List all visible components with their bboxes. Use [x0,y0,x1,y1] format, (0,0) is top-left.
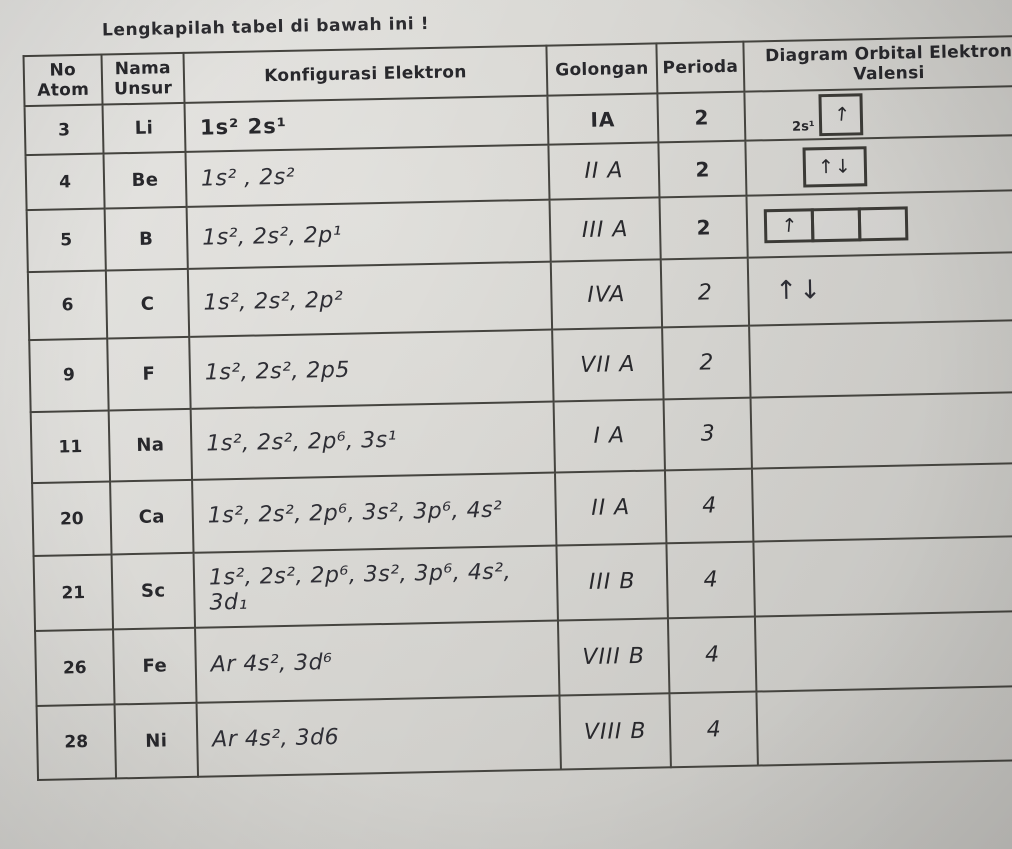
orbital-box [810,207,862,243]
cell-diagram: 2s¹ ↑ [744,85,1012,141]
orbital-box: ↑ [818,92,864,136]
cell-konfigurasi: Ar 4s², 3d⁶ [195,620,560,703]
cell-perioda: 4 [667,616,757,694]
cell-nama-unsur: Ca [110,479,194,555]
cell-perioda: 2 [662,325,751,400]
header-diagram-orbital: Diagram Orbital Elektron Valensi [743,35,1012,92]
konfigurasi-text: 1s², 2s², 2p5 [204,357,351,386]
cell-golongan: I A [553,399,665,473]
cell-golongan: VIII B [559,693,671,770]
cell-no-atom: 20 [32,481,112,557]
orbital-label: 2s¹ [791,118,815,135]
header-nama-unsur: Nama Unsur [101,52,185,105]
orbital-box: ↑ [763,208,815,244]
konfigurasi-text: 1s² 2s¹ [199,113,288,140]
cell-konfigurasi: 1s², 2s², 2p¹ [186,199,551,269]
cell-konfigurasi: Ar 4s², 3d6 [196,695,561,777]
cell-diagram [749,319,1012,398]
konfigurasi-text: 1s² , 2s² [200,164,296,192]
up-arrow-icon: ↑ [780,214,798,238]
cell-golongan: VIII B [557,618,670,696]
konfigurasi-text: 1s², 2s², 2p⁶, 3s², 3p⁶, 4s², 3d₁ [208,558,512,616]
cell-diagram: ↑↓ [745,134,1012,196]
cell-no-atom: 3 [24,104,104,156]
cell-golongan: IVA [550,259,663,330]
orbital-box [857,206,909,242]
cell-no-atom: 9 [29,338,109,413]
cell-perioda: 2 [657,91,746,143]
cell-nama-unsur: B [104,206,188,271]
cell-nama-unsur: Be [103,151,187,209]
up-down-arrow-icon: ↑↓ [775,275,824,307]
cell-diagram [753,535,1012,617]
cell-golongan: II A [554,470,667,546]
cell-no-atom: 26 [35,629,115,707]
header-no-atom-line1: No [49,59,77,81]
header-nama-line1: Nama [114,57,172,79]
header-nama-line2: Unsur [113,78,173,100]
cell-diagram [754,610,1012,692]
cell-golongan: III A [549,197,661,262]
cell-konfigurasi: 1s² , 2s² [185,144,550,207]
cell-diagram: ↑ [746,189,1012,258]
cell-diagram [751,462,1012,542]
konfigurasi-text: 1s², 2s², 2p² [203,287,344,316]
cell-perioda: 2 [660,257,750,328]
cell-no-atom: 6 [27,270,108,341]
worksheet-table: No Atom Nama Unsur Konfigurasi Elektron … [23,35,1012,781]
orbital-box: ↑↓ [802,145,868,188]
konfigurasi-text: Ar 4s², 3d⁶ [210,650,333,678]
cell-perioda: 2 [658,140,747,198]
worksheet-title: Lengkapilah tabel di bawah ini ! [101,13,430,41]
cell-nama-unsur: F [107,336,191,411]
cell-diagram [750,391,1012,469]
cell-perioda: 4 [666,541,755,619]
header-konfigurasi-elektron: Konfigurasi Elektron [183,45,548,103]
cell-konfigurasi: 1s², 2s², 2p⁶, 3s², 3p⁶, 4s², 3d₁ [193,545,558,628]
header-golongan: Golongan [546,43,658,96]
cell-nama-unsur: Ni [114,702,199,779]
cell-konfigurasi: 1s², 2s², 2p⁶, 3s², 3p⁶, 4s² [192,472,557,553]
cell-konfigurasi: 1s², 2s², 2p5 [189,329,554,409]
konfigurasi-text: Ar 4s², 3d6 [212,724,340,752]
cell-perioda: 4 [669,691,758,768]
cell-nama-unsur: Na [108,408,193,482]
cell-no-atom: 5 [26,208,106,273]
cell-perioda: 2 [659,195,748,260]
cell-no-atom: 21 [33,554,114,632]
up-arrow-icon: ↑ [832,102,851,126]
cell-nama-unsur: C [105,268,190,339]
cell-perioda: 4 [664,468,754,544]
header-perioda: Perioda [656,41,745,94]
cell-nama-unsur: Sc [111,552,196,630]
worksheet-sheet: Lengkapilah tabel di bawah ini ! No Atom… [22,2,1012,781]
cell-golongan: III B [556,543,668,621]
cell-diagram: ↑↓ [747,251,1012,326]
cell-no-atom: 4 [25,153,105,211]
header-no-atom: No Atom [23,54,103,107]
cell-konfigurasi: 1s², 2s², 2p⁶, 3s¹ [190,401,555,480]
konfigurasi-text: 1s², 2s², 2p⁶, 3s¹ [206,427,398,457]
cell-golongan: II A [548,142,660,200]
cell-konfigurasi: 1s², 2s², 2p² [187,261,553,337]
cell-nama-unsur: Li [102,102,186,154]
konfigurasi-text: 1s², 2s², 2p¹ [201,222,343,251]
cell-konfigurasi: 1s² 2s¹ [184,95,549,152]
cell-diagram [756,685,1012,766]
header-no-atom-line2: Atom [37,79,90,101]
cell-nama-unsur: Fe [113,627,197,705]
up-down-arrow-icon: ↑↓ [817,155,853,178]
cell-no-atom: 11 [30,410,111,484]
cell-no-atom: 28 [36,704,117,780]
cell-golongan: VII A [552,327,664,402]
konfigurasi-text: 1s², 2s², 2p⁶, 3s², 3p⁶, 4s² [207,497,503,529]
cell-golongan: IA [547,93,659,145]
cell-perioda: 3 [663,397,752,471]
